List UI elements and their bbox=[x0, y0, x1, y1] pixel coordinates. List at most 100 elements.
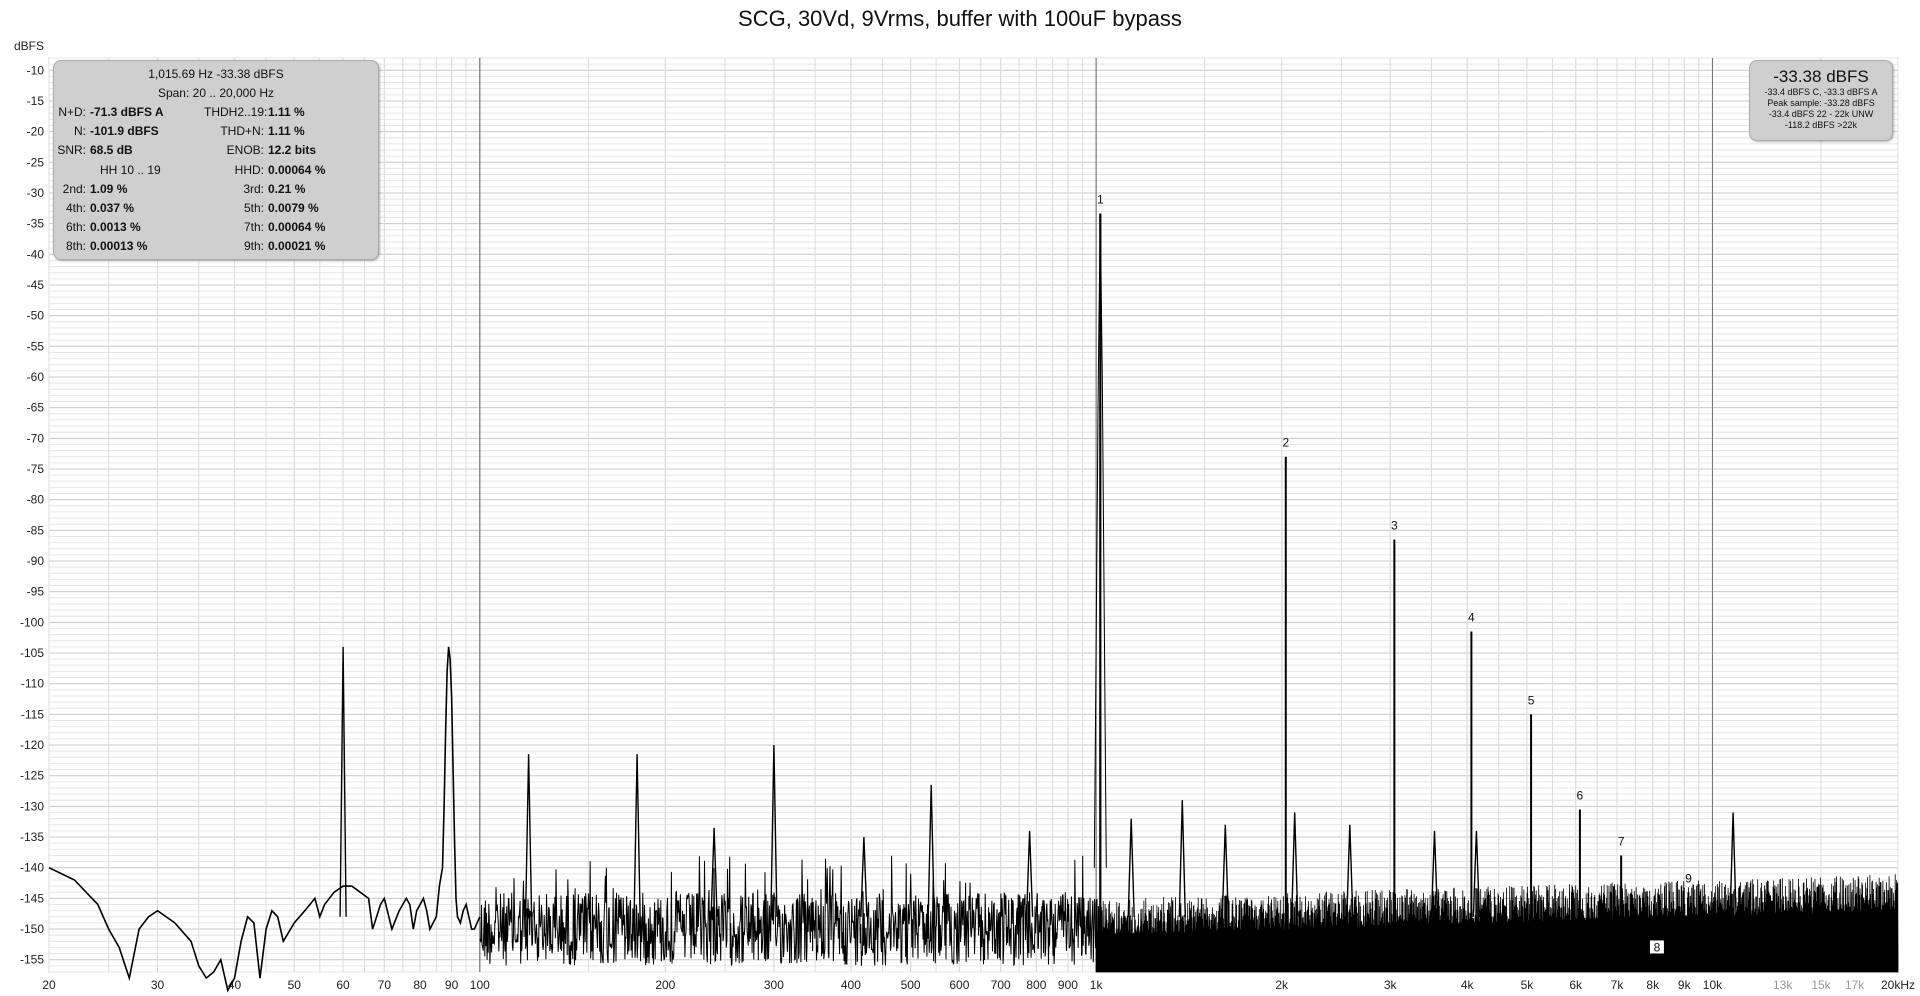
y-tick-label: -140 bbox=[20, 861, 44, 875]
y-axis: -10 -15 -20 -25 -30 -35 -40 -45 -50 -55 -60 -65 -70 -… bbox=[20, 63, 44, 966]
y-tick-label: -60 bbox=[27, 370, 45, 384]
stats-value: 1.11 % bbox=[268, 124, 305, 139]
y-tick-label: -30 bbox=[27, 186, 45, 200]
y-tick-label: -130 bbox=[20, 799, 44, 813]
peak-level-panel[interactable]: -33.38 dBFS -33.4 dBFS C, -33.3 dBFS A P… bbox=[1749, 60, 1893, 141]
stats-label: SNR: bbox=[57, 143, 86, 158]
x-tick-label: 20kHz bbox=[1881, 978, 1915, 992]
harmonic-label-box bbox=[1649, 940, 1664, 954]
y-tick-label: -25 bbox=[27, 155, 45, 169]
stats-label: HHD: bbox=[234, 162, 264, 177]
x-tick-label: 10k bbox=[1703, 978, 1723, 992]
x-tick-label: 40 bbox=[228, 978, 242, 992]
harmonic-label: 6 bbox=[1577, 788, 1584, 802]
y-tick-label: -55 bbox=[27, 339, 45, 353]
x-axis: 20 30 40 50 60 70 80 90 100 200 300 400 500 600 700 800… bbox=[42, 978, 1915, 992]
spur-peak bbox=[1729, 812, 1737, 917]
stats-value: 0.00013 % bbox=[90, 239, 148, 254]
stats-value: 0.037 % bbox=[90, 201, 135, 215]
stats-value: 68.5 dB bbox=[90, 143, 133, 158]
stats-value: 0.00021 % bbox=[268, 239, 326, 254]
spur-peak bbox=[770, 744, 778, 917]
x-tick-label: 80 bbox=[413, 978, 427, 992]
fundamental-skirt bbox=[1093, 213, 1107, 868]
y-tick-label: -125 bbox=[20, 769, 44, 783]
fundamental-readout: 1,015.69 Hz -33.38 dBFS bbox=[148, 67, 284, 81]
y-tick-label: -45 bbox=[27, 278, 45, 292]
x-tick-label: 60 bbox=[336, 978, 350, 992]
harmonic-label: 5 bbox=[1528, 693, 1535, 707]
y-tick-label: -70 bbox=[27, 431, 45, 445]
x-tick-label: 6k bbox=[1569, 978, 1583, 992]
stats-label: 7th: bbox=[243, 220, 264, 235]
spur-peak bbox=[524, 754, 533, 917]
x-tick-label: 700 bbox=[991, 978, 1011, 992]
stats-value: 1.09 % bbox=[90, 181, 128, 196]
x-tick-label: 800 bbox=[1026, 978, 1046, 992]
x-tick-label: 2k bbox=[1275, 978, 1289, 992]
spur-peak bbox=[1025, 830, 1034, 917]
y-tick-label: -10 bbox=[27, 63, 45, 77]
spur-peak bbox=[339, 646, 347, 917]
x-tick-label: 17k bbox=[1845, 978, 1865, 992]
peak-detail-2: Peak sample: -33.28 dBFS bbox=[1767, 98, 1875, 108]
spur-peak bbox=[1221, 824, 1229, 917]
stats-value: -71.3 dBFS A bbox=[90, 105, 164, 119]
x-tick-label: 13k bbox=[1773, 978, 1793, 992]
stats-label: 8th: bbox=[65, 239, 86, 254]
y-tick-label: -145 bbox=[20, 891, 44, 905]
stats-value: 0.00064 % bbox=[268, 220, 326, 235]
x-tick-label: 20 bbox=[42, 978, 56, 992]
spur-peak bbox=[1346, 824, 1354, 917]
stats-label: THDH2..19: bbox=[204, 105, 268, 119]
y-tick-label: -90 bbox=[27, 554, 45, 568]
x-tick-label: 200 bbox=[655, 978, 675, 992]
y-tick-label: -100 bbox=[20, 615, 44, 629]
x-tick-label: 1k bbox=[1090, 978, 1104, 992]
x-tick-label: 30 bbox=[151, 978, 165, 992]
x-tick-label: 900 bbox=[1058, 978, 1078, 992]
stats-label: 5th: bbox=[243, 201, 264, 215]
x-tick-label: 70 bbox=[378, 978, 392, 992]
y-tick-label: -135 bbox=[20, 830, 44, 844]
y-tick-label: -50 bbox=[27, 309, 45, 323]
stats-value: 0.0079 % bbox=[268, 201, 319, 215]
y-tick-label: -85 bbox=[27, 523, 45, 537]
y-tick-label: -95 bbox=[27, 585, 45, 599]
spur-peak bbox=[1178, 800, 1186, 917]
spur-peak bbox=[633, 754, 641, 917]
y-tick-label: -75 bbox=[27, 462, 45, 476]
stats-label: N: bbox=[74, 124, 86, 139]
peak-level-value: -33.38 dBFS bbox=[1773, 67, 1869, 86]
y-tick-label: -80 bbox=[27, 493, 45, 507]
peak-detail-1: -33.4 dBFS C, -33.3 dBFS A bbox=[1764, 87, 1878, 97]
spur-peak bbox=[1127, 818, 1135, 917]
spur-peak bbox=[1472, 830, 1481, 917]
stats-label: 2nd: bbox=[62, 181, 86, 196]
measurement-panel[interactable]: 1,015.69 Hz -33.38 dBFS Span: 20 .. 20,0… bbox=[53, 60, 379, 260]
x-tick-label: 90 bbox=[445, 978, 459, 992]
x-tick-label: 15k bbox=[1811, 978, 1831, 992]
x-tick-label: 3k bbox=[1384, 978, 1398, 992]
spectrum-trace bbox=[48, 213, 1899, 993]
stats-label: N+D: bbox=[58, 105, 86, 119]
x-tick-label: 300 bbox=[764, 978, 784, 992]
stats-label: 6th: bbox=[65, 220, 86, 235]
x-tick-label: 400 bbox=[841, 978, 861, 992]
low-freq-trace bbox=[48, 646, 481, 993]
x-tick-label: 9k bbox=[1678, 978, 1692, 992]
y-tick-label: -40 bbox=[27, 247, 45, 261]
harmonic-label: 9 bbox=[1685, 871, 1692, 885]
stats-value: 0.0013 % bbox=[90, 220, 141, 235]
spur-peak bbox=[1291, 812, 1299, 917]
peak-detail-3: -33.4 dBFS 22 - 22k UNW bbox=[1768, 109, 1874, 119]
x-tick-label: 100 bbox=[470, 978, 490, 992]
stats-value: -101.9 dBFS bbox=[90, 124, 159, 139]
x-tick-label: 5k bbox=[1521, 978, 1535, 992]
stats-label: 9th: bbox=[243, 239, 264, 254]
harmonic-label: 2 bbox=[1282, 436, 1289, 450]
y-tick-label: -35 bbox=[27, 217, 45, 231]
spur-peak bbox=[860, 836, 868, 917]
y-tick-label: -20 bbox=[27, 125, 45, 139]
mid-freq-trace bbox=[479, 855, 1097, 967]
